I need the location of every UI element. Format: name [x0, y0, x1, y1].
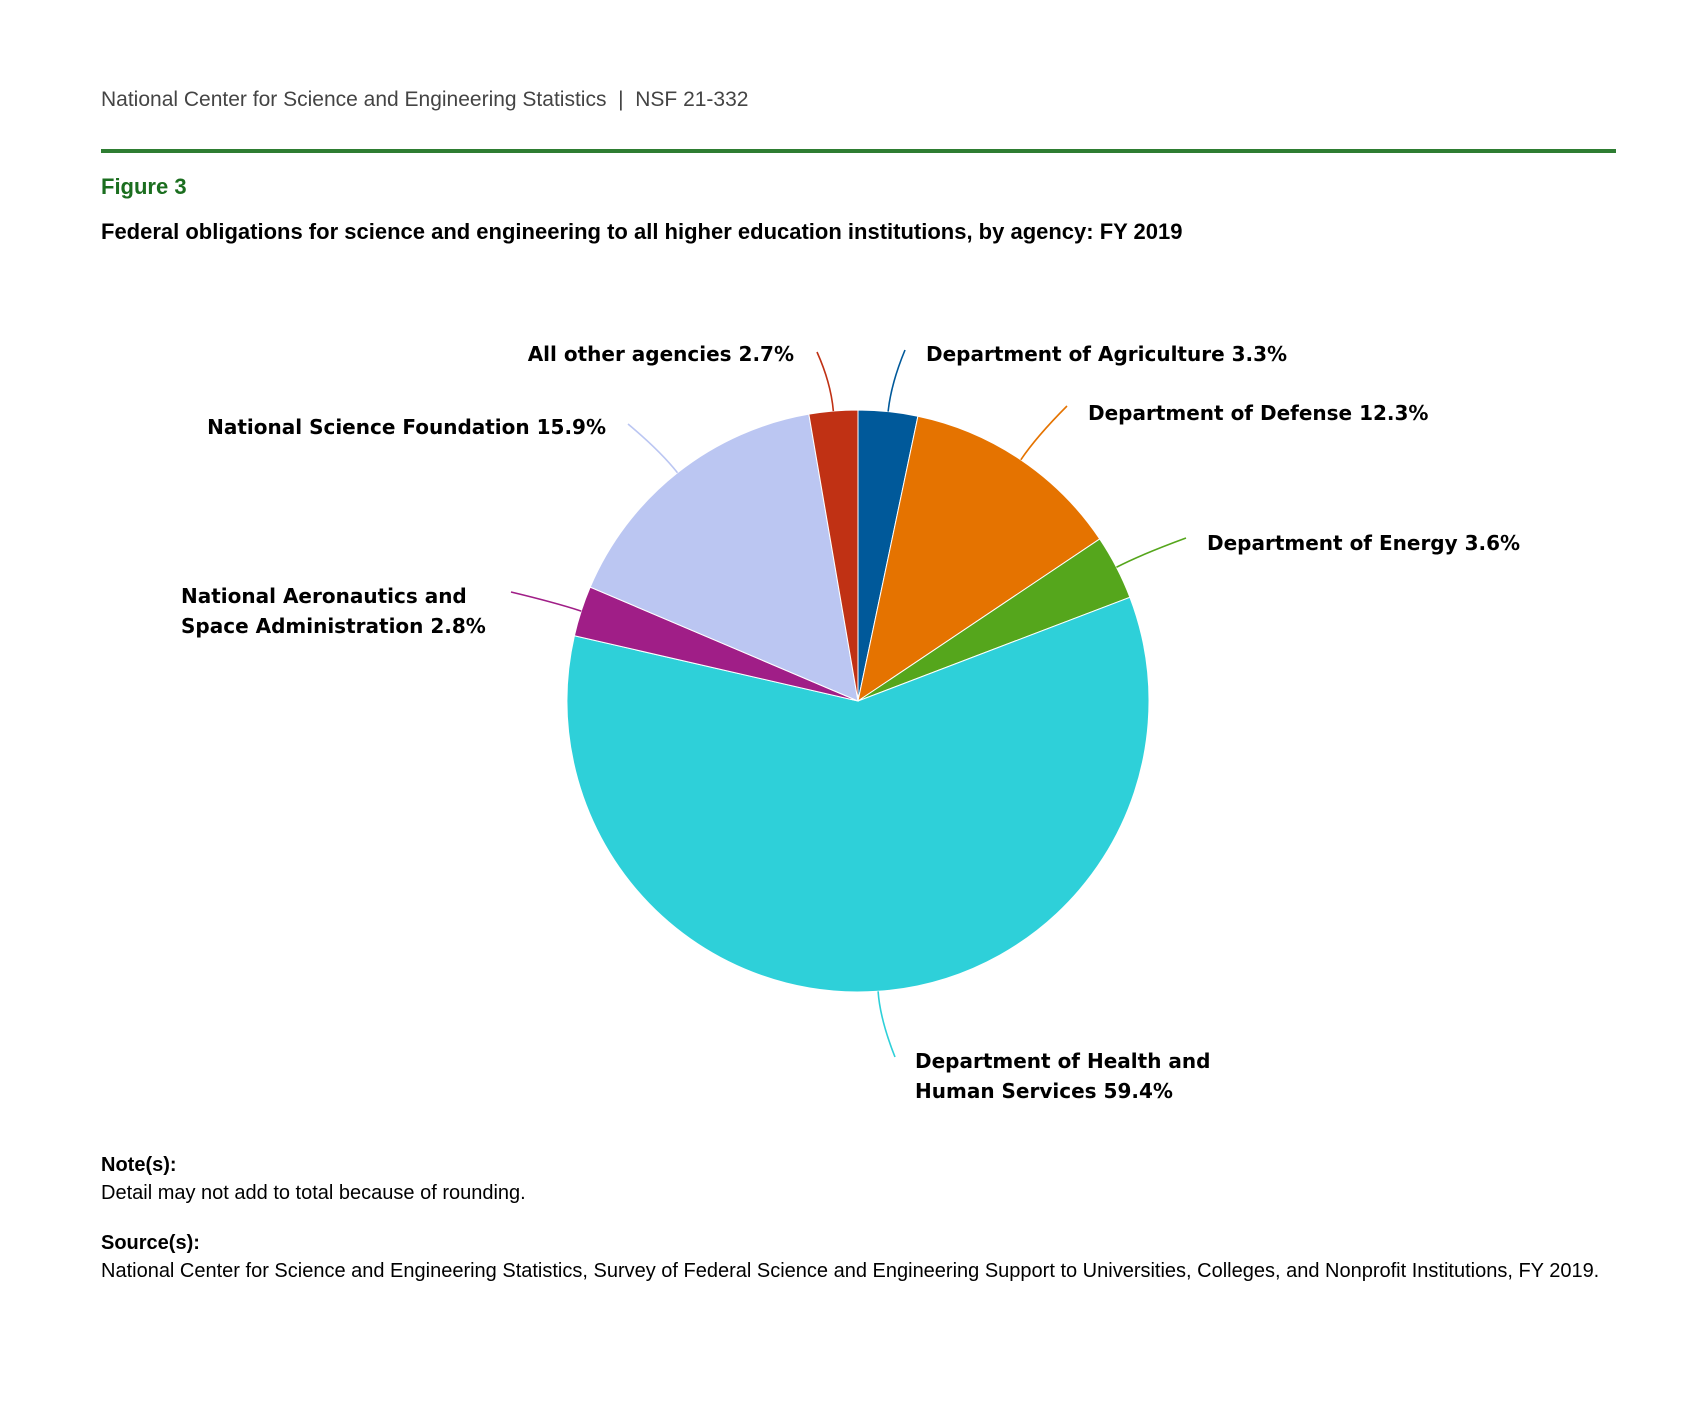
- label-nsf: National Science Foundation 15.9%: [207, 415, 606, 439]
- leader-line-other: [816, 351, 835, 412]
- pie-slice-hhs: [566, 596, 1150, 993]
- leader-line-defense: [1020, 405, 1068, 461]
- header-divider: [101, 149, 1616, 153]
- sources-heading: Source(s):: [101, 1232, 200, 1254]
- label-nasa-line2: Space Administration 2.8%: [181, 614, 486, 638]
- label-hhs-line1: Department of Health and: [915, 1049, 1211, 1073]
- label-hhs-line2: Human Services 59.4%: [915, 1079, 1173, 1103]
- leader-line-hhs: [877, 991, 896, 1058]
- notes-heading: Note(s):: [101, 1154, 177, 1176]
- label-nasa: National Aeronautics and Space Administr…: [181, 581, 486, 641]
- leader-line-agriculture: [887, 349, 906, 412]
- leader-line-nasa: [510, 591, 582, 612]
- report-header: National Center for Science and Engineer…: [101, 88, 749, 111]
- label-defense: Department of Defense 12.3%: [1088, 401, 1429, 425]
- label-energy: Department of Energy 3.6%: [1207, 531, 1521, 555]
- leader-line-energy: [1116, 537, 1187, 568]
- chart-title: Federal obligations for science and engi…: [101, 219, 1183, 244]
- label-hhs: Department of Health and Human Services …: [915, 1046, 1210, 1106]
- label-agriculture: Department of Agriculture 3.3%: [926, 342, 1288, 366]
- label-other: All other agencies 2.7%: [527, 342, 794, 366]
- pie-slice-defense: [857, 415, 1101, 703]
- sources-text: National Center for Science and Engineer…: [101, 1260, 1600, 1282]
- pie-slice-nsf: [589, 413, 859, 702]
- figure-label: Figure 3: [101, 174, 187, 199]
- leader-line-nsf: [627, 423, 679, 474]
- label-nasa-line1: National Aeronautics and: [181, 584, 467, 608]
- notes-text: Detail may not add to total because of r…: [101, 1182, 526, 1204]
